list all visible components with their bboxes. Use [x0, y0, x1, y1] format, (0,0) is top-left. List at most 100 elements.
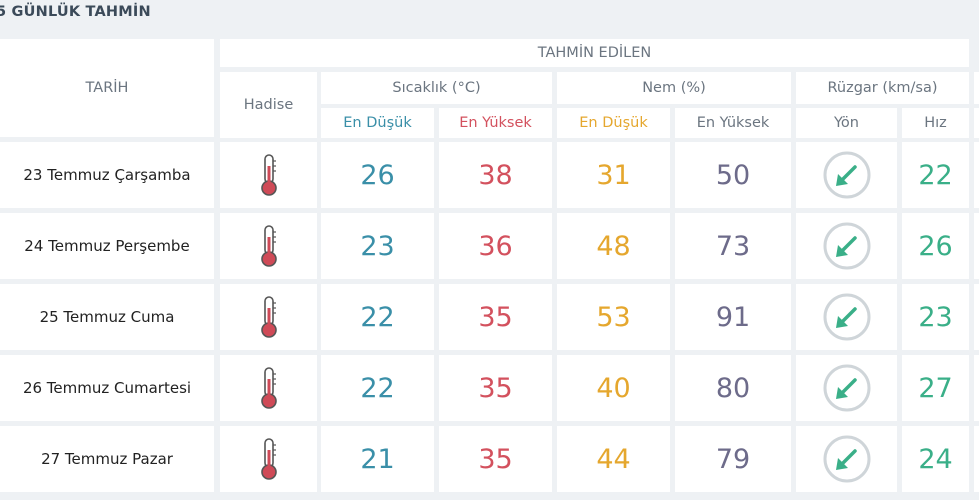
arrow-southwest-icon — [823, 435, 870, 483]
event-cell — [220, 213, 317, 279]
thermometer-hot-icon — [260, 367, 277, 409]
event-cell — [220, 355, 317, 421]
header-temperature-label: Sıcaklık (°C) — [392, 80, 481, 96]
event-cell — [220, 284, 317, 350]
thermometer-hot-icon — [260, 225, 277, 267]
row-date-text: 24 Temmuz Perşembe — [24, 237, 190, 255]
hum-max-cell: 79 — [675, 426, 791, 492]
wind-dir-cell — [796, 426, 897, 492]
wind-speed-value: 22 — [918, 159, 953, 191]
event-cell — [220, 142, 317, 208]
temp-max-cell: 35 — [439, 426, 552, 492]
row-date: 25 Temmuz Cuma — [0, 284, 214, 350]
row-date-text: 26 Temmuz Cumartesi — [22, 379, 192, 397]
hum-min-cell: 48 — [557, 213, 670, 279]
hum-min-cell: 40 — [557, 355, 670, 421]
temp-min-cell: 22 — [321, 284, 434, 350]
header-wind: Rüzgar (km/sa) — [796, 72, 969, 104]
hum-max-cell: 80 — [675, 355, 791, 421]
temp-max-value: 38 — [478, 159, 513, 191]
hum-max-value: 91 — [715, 301, 751, 333]
temp-max-cell: 36 — [439, 213, 552, 279]
header-wind-label: Rüzgar (km/sa) — [827, 80, 938, 96]
header-temp-min-label: En Düşük — [343, 115, 412, 131]
wind-speed-value: 26 — [918, 230, 953, 262]
hum-max-cell: 50 — [675, 142, 791, 208]
temp-min-value: 22 — [360, 301, 395, 333]
header-temperature: Sıcaklık (°C) — [321, 72, 552, 104]
row-date: 27 Temmuz Pazar — [0, 426, 214, 492]
temp-min-value: 26 — [360, 159, 395, 191]
header-wind-speed-label: Hız — [924, 115, 947, 131]
event-cell — [220, 426, 317, 492]
hum-max-cell: 73 — [675, 213, 791, 279]
wind-speed-value: 27 — [918, 372, 953, 404]
hum-max-value: 50 — [715, 159, 751, 191]
wind-dir-cell — [796, 355, 897, 421]
wind-speed-cell: 24 — [902, 426, 969, 492]
header-date: TARİH — [0, 39, 214, 137]
wind-speed-cell: 23 — [902, 284, 969, 350]
row-edge — [974, 284, 979, 350]
header-hum-min: En Düşük — [557, 108, 670, 138]
arrow-southwest-icon — [823, 222, 870, 270]
header-temp-min: En Düşük — [321, 108, 434, 138]
header-event-label: Hadise — [243, 97, 294, 113]
temp-max-cell: 38 — [439, 142, 552, 208]
temp-min-cell: 22 — [321, 355, 434, 421]
header-forecast: TAHMİN EDİLEN — [220, 39, 969, 67]
header-edge — [974, 108, 979, 138]
hum-max-cell: 91 — [675, 284, 791, 350]
hum-min-value: 48 — [596, 230, 631, 262]
hum-min-value: 53 — [596, 301, 631, 333]
wind-dir-cell — [796, 213, 897, 279]
header-date-label: TARİH — [85, 80, 129, 96]
wind-speed-cell: 26 — [902, 213, 969, 279]
temp-max-cell: 35 — [439, 355, 552, 421]
header-temp-max: En Yüksek — [439, 108, 552, 138]
hum-min-cell: 53 — [557, 284, 670, 350]
header-temp-max-label: En Yüksek — [459, 115, 532, 131]
header-event: Hadise — [220, 72, 317, 138]
wind-speed-cell: 22 — [902, 142, 969, 208]
header-hum-max: En Yüksek — [675, 108, 791, 138]
header-humidity-label: Nem (%) — [642, 80, 706, 96]
wind-dir-cell — [796, 142, 897, 208]
header-wind-speed: Hız — [902, 108, 969, 138]
hum-max-value: 73 — [715, 230, 751, 262]
wind-speed-cell: 27 — [902, 355, 969, 421]
row-edge — [974, 213, 979, 279]
arrow-southwest-icon — [823, 293, 870, 341]
hum-min-value: 40 — [596, 372, 631, 404]
wind-speed-value: 24 — [918, 443, 953, 475]
thermometer-hot-icon — [260, 296, 277, 338]
temp-max-value: 35 — [478, 372, 513, 404]
page-title: 5 GÜNLÜK TAHMİN — [0, 4, 151, 20]
header-humidity: Nem (%) — [557, 72, 791, 104]
wind-speed-value: 23 — [918, 301, 953, 333]
temp-min-value: 21 — [360, 443, 395, 475]
row-date-text: 27 Temmuz Pazar — [41, 450, 173, 468]
hum-max-value: 79 — [715, 443, 751, 475]
temp-max-value: 35 — [478, 301, 513, 333]
row-edge — [974, 142, 979, 208]
temp-min-cell: 21 — [321, 426, 434, 492]
header-hum-max-label: En Yüksek — [696, 115, 770, 131]
arrow-southwest-icon — [823, 364, 870, 412]
hum-min-cell: 31 — [557, 142, 670, 208]
row-edge — [974, 426, 979, 492]
arrow-southwest-icon — [823, 151, 870, 199]
hum-min-cell: 44 — [557, 426, 670, 492]
header-hum-min-label: En Düşük — [579, 115, 648, 131]
header-edge — [974, 72, 979, 104]
temp-min-value: 23 — [360, 230, 395, 262]
thermometer-hot-icon — [260, 154, 277, 196]
temp-max-cell: 35 — [439, 284, 552, 350]
header-wind-dir: Yön — [796, 108, 897, 138]
temp-min-value: 22 — [360, 372, 395, 404]
temp-min-cell: 23 — [321, 213, 434, 279]
temp-max-value: 35 — [478, 443, 513, 475]
temp-max-value: 36 — [478, 230, 513, 262]
thermometer-hot-icon — [260, 438, 277, 480]
row-date: 23 Temmuz Çarşamba — [0, 142, 214, 208]
